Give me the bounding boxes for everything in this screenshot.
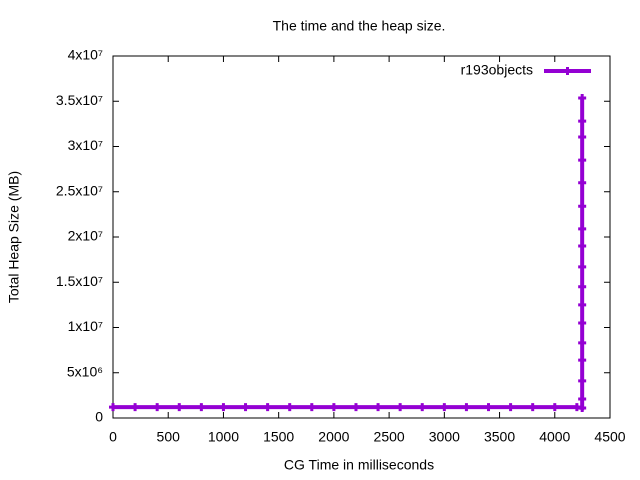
x-tick-label: 3000 — [429, 429, 460, 445]
y-tick-label: 5x10⁶ — [67, 363, 103, 379]
x-tick-label: 4000 — [539, 429, 570, 445]
point-marker — [578, 202, 587, 211]
point-marker — [550, 403, 559, 412]
point-marker — [440, 403, 449, 412]
point-marker — [418, 403, 427, 412]
point-marker — [109, 403, 117, 412]
point-marker — [329, 403, 338, 412]
x-tick-label: 1500 — [263, 429, 294, 445]
point-marker — [506, 403, 515, 412]
point-marker — [263, 403, 272, 412]
y-tick-label: 0 — [95, 409, 103, 425]
x-tick-label: 0 — [109, 429, 117, 445]
legend-label: r193objects — [461, 62, 533, 78]
point-marker — [578, 404, 587, 413]
point-marker — [175, 403, 184, 412]
x-tick-label: 4500 — [594, 429, 625, 445]
point-marker — [578, 117, 587, 126]
y-axis-label: Total Heap Size (MB) — [6, 171, 22, 303]
point-marker — [578, 178, 587, 187]
point-marker — [374, 403, 383, 412]
point-marker — [578, 394, 587, 403]
x-axis-label: CG Time in milliseconds — [284, 457, 434, 473]
y-tick-label: 4x10⁷ — [68, 47, 103, 63]
y-tick-label: 3x10⁷ — [68, 137, 103, 153]
point-marker — [578, 376, 587, 385]
y-tick-label: 2.5x10⁷ — [56, 182, 103, 198]
point-marker — [578, 300, 587, 309]
point-marker — [528, 403, 537, 412]
point-marker — [131, 403, 140, 412]
point-marker — [351, 403, 360, 412]
point-marker — [153, 403, 162, 412]
point-marker — [197, 403, 206, 412]
y-tick-label: 1.5x10⁷ — [56, 273, 103, 289]
point-marker — [396, 403, 405, 412]
point-marker — [578, 338, 587, 347]
point-marker — [578, 132, 587, 141]
y-tick-label: 2x10⁷ — [68, 228, 103, 244]
point-marker — [307, 403, 316, 412]
x-tick-label: 500 — [157, 429, 181, 445]
y-tick-label: 1x10⁷ — [68, 318, 103, 334]
y-tick-label: 3.5x10⁷ — [56, 92, 103, 108]
point-marker — [578, 93, 587, 102]
x-tick-label: 1000 — [208, 429, 239, 445]
point-marker — [578, 242, 587, 251]
legend-marker — [563, 67, 572, 75]
point-marker — [578, 356, 587, 365]
point-marker — [241, 403, 250, 412]
x-tick-label: 2000 — [318, 429, 349, 445]
chart-title: The time and the heap size. — [273, 18, 446, 34]
point-marker — [219, 403, 228, 412]
point-marker — [462, 403, 471, 412]
point-marker — [578, 318, 587, 327]
point-marker — [484, 403, 493, 412]
point-marker — [285, 403, 294, 412]
point-marker — [578, 262, 587, 271]
point-marker — [578, 224, 587, 233]
x-tick-label: 2500 — [374, 429, 405, 445]
x-tick-label: 3500 — [484, 429, 515, 445]
point-marker — [578, 156, 587, 165]
point-marker — [578, 282, 587, 291]
